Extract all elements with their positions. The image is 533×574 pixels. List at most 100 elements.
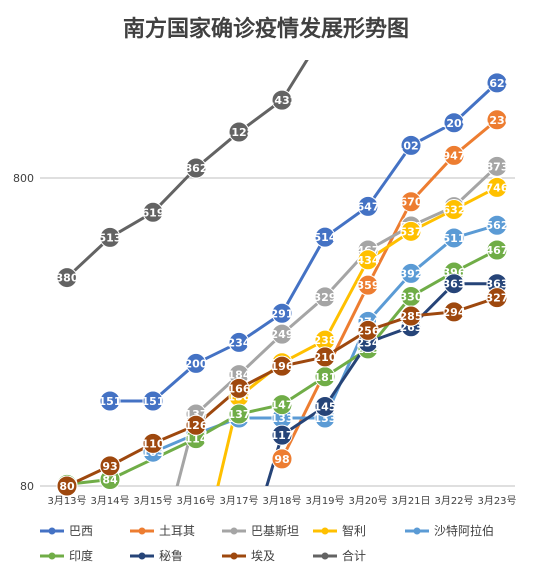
legend-marker [413, 527, 421, 535]
data-point [99, 455, 121, 477]
data-label: 873 [486, 160, 509, 173]
data-label: 329 [314, 291, 337, 304]
data-label: 513 [99, 231, 122, 244]
x-tick-label: 3月13号 [47, 495, 86, 507]
legend-marker [48, 552, 56, 560]
data-label: 234 [228, 336, 251, 349]
data-label: 1236 [482, 114, 513, 127]
data-point [486, 287, 508, 309]
data-point [228, 121, 250, 143]
x-tick-label: 3月14号 [90, 495, 129, 507]
data-point [400, 220, 422, 242]
data-label: 380 [56, 272, 79, 285]
legend-label: 合计 [342, 548, 366, 563]
data-label: 327 [486, 292, 509, 305]
data-label: 746 [486, 181, 509, 194]
data-point [443, 301, 465, 323]
legend-label: 埃及 [251, 549, 275, 563]
data-label: 200 [185, 357, 208, 370]
data-point [228, 377, 250, 399]
data-point [443, 227, 465, 249]
data-label: 133 [271, 412, 294, 425]
legend-marker [138, 552, 146, 560]
data-point [185, 414, 207, 436]
series-points: 151 151 200 234 291 514 647 1021 1209 1629 98 359 67… [56, 72, 513, 497]
data-point [443, 273, 465, 295]
data-point [271, 424, 293, 446]
data-point [314, 226, 336, 248]
x-tick-label: 3月17号 [219, 495, 258, 507]
legend-marker [321, 527, 329, 535]
series-lines [65, 60, 499, 486]
data-label: 294 [443, 306, 466, 319]
data-point [443, 144, 465, 166]
data-label: 1209 [439, 117, 470, 130]
data-point [228, 331, 250, 353]
data-point [400, 305, 422, 327]
data-label: 862 [185, 162, 208, 175]
data-point [142, 201, 164, 223]
legend-marker [321, 552, 329, 560]
y-tick-label: 800 [13, 172, 34, 185]
legend-label: 巴西 [69, 524, 93, 538]
x-tick-label: 3月22号 [434, 495, 473, 507]
data-point [56, 267, 78, 289]
data-label: 184 [228, 369, 251, 382]
data-point [99, 390, 121, 412]
x-tick-label: 3月16号 [176, 495, 215, 507]
data-label: 151 [99, 395, 122, 408]
data-point [357, 319, 379, 341]
data-label: 114 [185, 433, 208, 446]
data-point [357, 249, 379, 271]
data-point [400, 262, 422, 284]
legend-label: 沙特阿拉伯 [434, 523, 494, 538]
data-point [443, 112, 465, 134]
y-tick-label: 80 [20, 480, 34, 493]
data-point [228, 403, 250, 425]
data-label: 392 [400, 267, 423, 280]
legend-label: 智利 [342, 523, 366, 538]
data-point [56, 475, 78, 497]
data-label: 166 [228, 382, 251, 395]
x-tick-label: 3月23号 [477, 495, 516, 507]
data-label: 1432 [267, 94, 298, 107]
data-point [271, 89, 293, 111]
data-label: 210 [314, 351, 337, 364]
data-label: 1021 [396, 139, 427, 152]
data-point [486, 109, 508, 131]
data-point [357, 195, 379, 217]
data-point [486, 72, 508, 94]
x-tick-label: 3月19号 [305, 495, 344, 507]
data-label: 238 [314, 334, 337, 347]
data-point [142, 432, 164, 454]
data-label: 234 [357, 336, 380, 349]
data-point [443, 199, 465, 221]
y-axis-ticks: 80 800 [13, 172, 34, 493]
data-label: 110 [142, 437, 165, 450]
data-label: 98 [274, 453, 289, 466]
legend-label: 秘鲁 [159, 549, 183, 563]
x-tick-label: 3月20号 [348, 495, 387, 507]
data-label: 359 [357, 279, 380, 292]
data-label: 1128 [224, 126, 255, 139]
data-point [271, 302, 293, 324]
data-label: 434 [357, 254, 380, 267]
x-tick-label: 3月15号 [133, 495, 172, 507]
legend-label: 土耳其 [159, 524, 195, 538]
data-label: 256 [357, 324, 380, 337]
chart-title: 南方国家确诊疫情发展形势图 [123, 16, 409, 42]
data-point [185, 157, 207, 179]
data-label: 670 [400, 196, 423, 209]
data-point [271, 323, 293, 345]
data-label: 647 [357, 200, 380, 213]
data-label: 363 [443, 278, 466, 291]
x-axis-ticks: 3月13号 3月14号 3月15号 3月16号 3月17号 3月18号 3月19号 3月20号… [47, 495, 516, 507]
data-label: 84 [102, 473, 118, 486]
data-label: 467 [486, 244, 509, 257]
data-label: 147 [271, 399, 294, 412]
data-label: 93 [102, 460, 117, 473]
gridlines [40, 177, 515, 487]
data-label: 619 [142, 206, 165, 219]
